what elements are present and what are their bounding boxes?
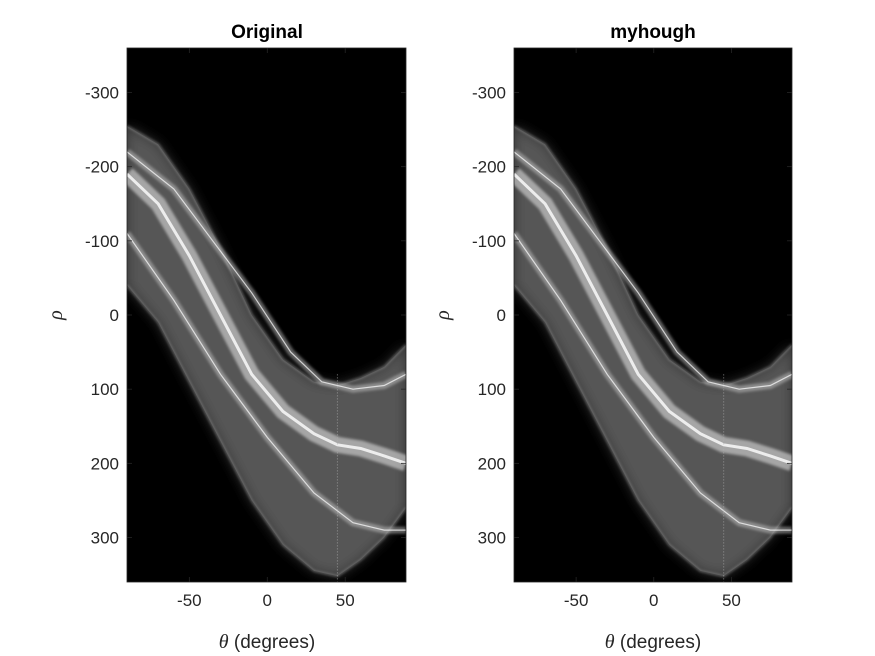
vote-band (514, 125, 792, 577)
band-upper-edge (127, 125, 406, 387)
y-tick-label: -300 (85, 84, 119, 103)
x-axis-title: θ (degrees) (219, 631, 315, 653)
band-lower-edge (127, 284, 406, 577)
vote-band-core (514, 125, 792, 577)
vote-band-core (127, 125, 406, 577)
y-tick-label: 200 (91, 454, 119, 473)
panel-title: Original (231, 22, 303, 43)
x-tick-labels: -50 0 50 (177, 591, 355, 610)
secondary-ridge-line (514, 151, 792, 390)
hough-panel-original: -50 0 50 -300 -200 -100 0 100 200 300 Original θ… (45, 22, 407, 653)
band-lower-edge (514, 284, 792, 577)
panel-title: myhough (610, 22, 696, 43)
secondary-ridge-line (514, 233, 792, 531)
y-tick-label: 200 (478, 454, 506, 473)
y-tick-label: 0 (110, 306, 119, 325)
y-tick-label: 300 (91, 529, 119, 548)
y-tick-label: 100 (91, 380, 119, 399)
secondary-ridge-line (127, 151, 406, 390)
hough-panel-myhough: -50 0 50 -300 -200 -100 0 100 200 300 myhough θ … (432, 22, 793, 653)
y-tick-labels: -300 -200 -100 0 100 200 300 (85, 84, 119, 548)
y-axis-title: ρ (432, 310, 454, 321)
bright-ridge-line (127, 173, 406, 465)
x-tick-label: 0 (649, 591, 658, 610)
y-tick-labels: -300 -200 -100 0 100 200 300 (472, 84, 506, 548)
y-tick-label: 0 (497, 306, 506, 325)
x-tick-label: 50 (722, 591, 741, 610)
y-tick-label: 300 (478, 529, 506, 548)
x-tick-label: -50 (177, 591, 202, 610)
secondary-ridge-line (127, 233, 406, 531)
x-tick-label: -50 (564, 591, 589, 610)
accumulator-image (514, 125, 792, 582)
y-tick-label: -100 (85, 232, 119, 251)
vote-band (127, 125, 406, 577)
x-tick-label: 50 (336, 591, 355, 610)
x-tick-label: 0 (263, 591, 272, 610)
accumulator-image (127, 125, 406, 582)
y-tick-label: 100 (478, 380, 506, 399)
y-tick-label: -100 (472, 232, 506, 251)
y-tick-label: -300 (472, 84, 506, 103)
y-tick-label: -200 (472, 158, 506, 177)
bright-ridge-line (514, 173, 792, 465)
y-axis-title: ρ (45, 310, 67, 321)
axis-ticks (514, 48, 792, 582)
band-upper-edge (514, 125, 792, 387)
y-tick-label: -200 (85, 158, 119, 177)
x-axis-title: θ (degrees) (605, 631, 701, 653)
x-tick-labels: -50 0 50 (564, 591, 741, 610)
axis-ticks (127, 48, 406, 582)
